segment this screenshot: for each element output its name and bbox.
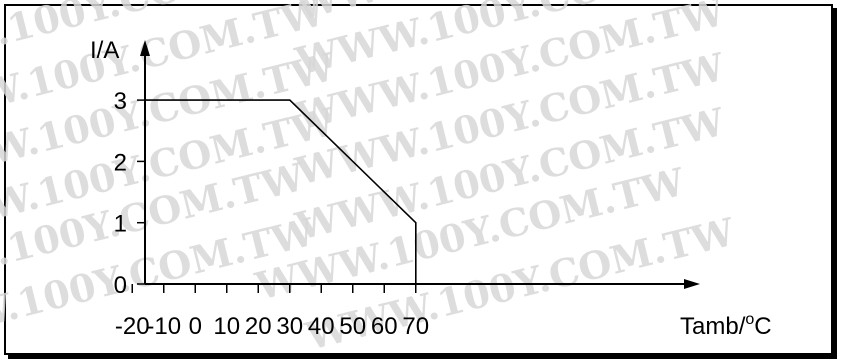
x-axis-label-main: Tamb/ — [680, 313, 746, 340]
x-axis-arrow — [684, 279, 700, 289]
y-tick-label: 2 — [114, 149, 127, 176]
x-tick-label: -10 — [146, 313, 181, 340]
y-tick-label: 0 — [114, 272, 127, 299]
chart-frame — [4, 4, 833, 355]
x-tick-label: -20 — [115, 313, 150, 340]
x-tick-label: 60 — [371, 313, 398, 340]
x-tick-label: 10 — [213, 313, 240, 340]
x-tick-label: 0 — [189, 313, 202, 340]
y-tick-label: 1 — [114, 211, 127, 238]
series-line — [145, 99, 417, 284]
frame-shadow-bottom — [8, 355, 837, 359]
x-tick-label: 20 — [245, 313, 272, 340]
x-tick-label: 70 — [402, 313, 429, 340]
x-tick-label: 40 — [308, 313, 335, 340]
x-tick-label: 50 — [339, 313, 366, 340]
y-axis-arrow — [140, 40, 150, 56]
x-axis-label-degree: o — [745, 311, 754, 328]
axes — [140, 40, 700, 289]
ticks: -20-10 0 10 20 30 40 50 60 70 0 1 2 3 — [114, 88, 429, 340]
y-axis-label: I/A — [90, 37, 119, 64]
y-tick-label: 3 — [114, 88, 127, 115]
frame-shadow-right — [833, 8, 837, 359]
x-axis-label-unit: C — [754, 313, 771, 340]
x-tick-label: 30 — [276, 313, 303, 340]
x-axis-label: Tamb/oC — [680, 311, 772, 340]
